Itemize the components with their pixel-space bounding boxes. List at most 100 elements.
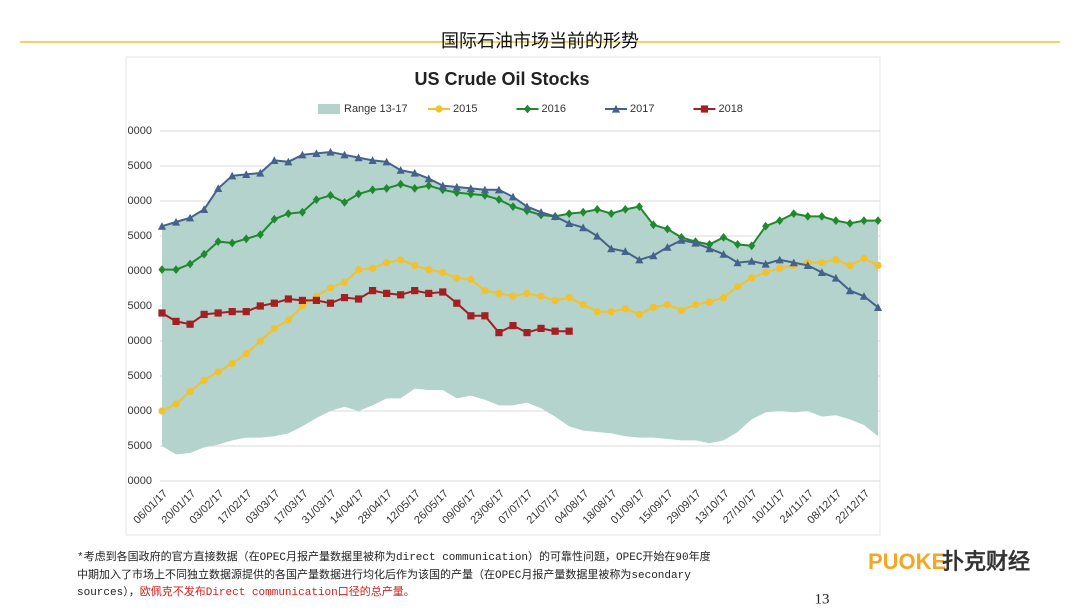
point (397, 291, 405, 299)
point (424, 174, 433, 183)
point (312, 149, 321, 157)
legend-label: 2017 (630, 103, 654, 115)
y-tick-label: 5000 (128, 300, 152, 312)
point (186, 320, 194, 328)
point (326, 284, 335, 292)
point (270, 324, 278, 332)
point (734, 282, 742, 290)
point (803, 261, 812, 269)
point (494, 185, 504, 194)
point (677, 306, 686, 314)
point (326, 299, 335, 307)
legend-label: 2015 (453, 103, 477, 115)
point (228, 238, 236, 248)
point (593, 308, 601, 316)
point (495, 195, 503, 204)
point (439, 288, 447, 296)
point (776, 216, 784, 225)
point (663, 301, 672, 309)
series-line (161, 257, 879, 412)
point (762, 221, 770, 231)
point (761, 259, 770, 268)
point (298, 296, 306, 304)
point (804, 212, 812, 221)
point (611, 104, 621, 113)
point (818, 259, 826, 267)
point (171, 217, 181, 226)
point (256, 337, 264, 345)
point (536, 208, 546, 216)
point (733, 258, 742, 267)
point (158, 407, 166, 415)
point (228, 359, 236, 367)
legend-label: 2018 (718, 103, 742, 115)
page-number: 13 (815, 591, 830, 607)
footnote-text: sources）， (77, 585, 140, 599)
point (298, 302, 306, 310)
point (242, 308, 250, 316)
point (411, 261, 419, 269)
point (635, 255, 644, 264)
point (228, 171, 237, 180)
point (452, 182, 461, 191)
point (453, 274, 461, 282)
point (719, 233, 728, 242)
point (790, 209, 798, 218)
point (719, 294, 728, 302)
point (874, 261, 882, 269)
point (383, 184, 391, 193)
point (551, 327, 559, 335)
point (565, 294, 573, 302)
y-tick-label: 5000 (128, 370, 152, 382)
point (762, 268, 770, 276)
point (158, 265, 166, 274)
point (214, 309, 222, 317)
point (734, 240, 742, 249)
point (228, 308, 236, 316)
point (368, 185, 377, 195)
point (565, 219, 574, 227)
point (354, 266, 363, 274)
point (383, 259, 391, 267)
point (200, 376, 208, 384)
point (775, 255, 784, 264)
point (859, 292, 869, 300)
y-tick-label: 5000 (128, 440, 152, 452)
point (186, 259, 194, 269)
point (776, 264, 784, 272)
point (312, 296, 321, 304)
point (354, 189, 363, 199)
point (748, 274, 756, 282)
y-tick-label: 0000 (128, 335, 152, 347)
point (509, 202, 517, 211)
point (550, 212, 560, 220)
y-tick-label: 5000 (128, 160, 152, 172)
point (425, 289, 433, 297)
point (649, 251, 658, 260)
point (607, 209, 615, 218)
point (425, 266, 433, 274)
point (256, 302, 264, 310)
point (453, 299, 461, 307)
point (200, 249, 208, 259)
point (214, 184, 223, 192)
point (649, 303, 657, 311)
point (158, 309, 166, 317)
point (284, 157, 293, 166)
point (326, 147, 335, 156)
point (523, 206, 531, 216)
point (284, 209, 292, 218)
legend-label: 2016 (541, 103, 565, 115)
legend: Range 13-17 2015 2016 2017 2018 (318, 103, 743, 115)
footnote-line: *考虑到各国政府的官方直接数据（在OPEC月报产量数据里被称为direct co… (77, 549, 711, 564)
point (242, 350, 250, 358)
point (200, 205, 209, 213)
point (172, 317, 180, 325)
chart-title: US Crude Oil Stocks (414, 69, 589, 89)
point (383, 289, 391, 297)
point (242, 234, 250, 244)
point (185, 213, 195, 222)
point (312, 195, 321, 204)
point (439, 268, 447, 276)
point (284, 295, 292, 303)
